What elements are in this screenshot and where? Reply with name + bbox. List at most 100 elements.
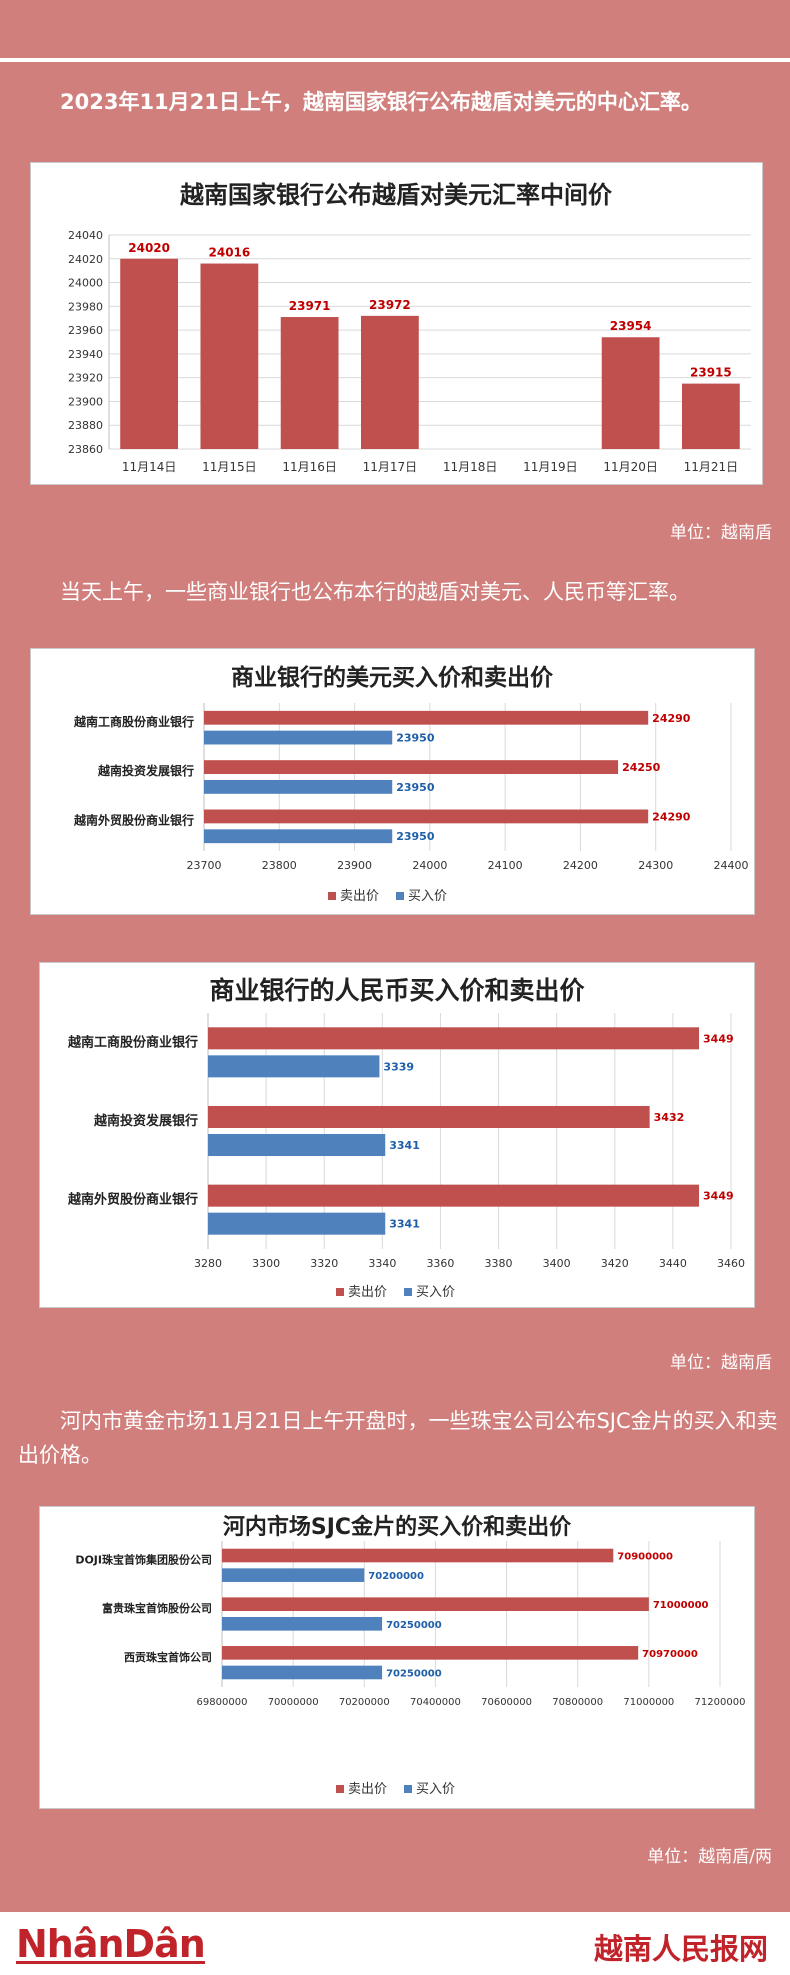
bar <box>681 383 740 449</box>
buy-bar <box>222 1617 383 1631</box>
data-label: 71000000 <box>653 1600 709 1611</box>
chart-gold-prices: 河内市场SJC金片的买入价和卖出价 69800000 70000000 7020000… <box>75 1514 746 1797</box>
sell-bar <box>204 760 619 774</box>
bar <box>360 315 419 449</box>
x-tick-label: 70200000 <box>339 1697 390 1708</box>
sell-bar <box>222 1646 639 1660</box>
category-label: 越南投资发展银行 <box>93 1113 198 1129</box>
legend-label: 卖出价 <box>340 889 379 904</box>
category-label: 越南投资发展银行 <box>97 763 194 778</box>
bar <box>200 263 259 449</box>
x-tick-label: 3280 <box>194 1257 222 1270</box>
intro-paragraph-1: 2023年11月21日上午，越南国家银行公布越盾对美元的中心汇率。 <box>60 90 702 114</box>
data-label: 24290 <box>652 810 691 823</box>
sell-bar <box>222 1597 649 1611</box>
buy-bar <box>208 1055 380 1078</box>
data-label: 70200000 <box>368 1571 424 1582</box>
chart-panel-2: 商业银行的美元买入价和卖出价 23700 23800 23900 24000 24100 2… <box>30 648 755 915</box>
category-label: 西贡珠宝首饰公司 <box>124 1650 212 1664</box>
chart-central-rate: 越南国家银行公布越盾对美元汇率中间价 23860 23880 23900 23920 23… <box>68 180 751 474</box>
buy-bar <box>222 1568 365 1582</box>
x-tick-label: 3380 <box>485 1257 513 1270</box>
bar <box>120 258 179 449</box>
x-tick-label: 70600000 <box>481 1697 532 1708</box>
sell-bar <box>208 1027 700 1050</box>
sell-bar <box>208 1105 650 1128</box>
unit-label-2: 单位：越南盾 <box>670 1353 772 1373</box>
x-tick-label: 3420 <box>601 1257 629 1270</box>
buy-bar <box>208 1134 386 1157</box>
category-label: 富贵珠宝首饰股份公司 <box>102 1601 212 1615</box>
x-tick-label: 3400 <box>543 1257 571 1270</box>
x-tick-label: 71200000 <box>695 1697 746 1708</box>
category-label: 越南外贸股份商业银行 <box>73 812 194 827</box>
legend-swatch <box>396 892 404 900</box>
data-label: 23950 <box>396 830 435 843</box>
legend-swatch <box>404 1288 412 1296</box>
x-tick-label: 24100 <box>488 859 523 872</box>
x-tick-label: 3340 <box>368 1257 396 1270</box>
nhandan-logo-text: NhânDân <box>16 1922 206 1966</box>
x-tick-label: 24200 <box>563 859 598 872</box>
legend-label: 买入价 <box>408 889 447 904</box>
unit-label-1: 单位：越南盾 <box>670 523 772 543</box>
data-label: 23972 <box>369 298 411 312</box>
x-tick-label: 23800 <box>262 859 297 872</box>
data-label: 3432 <box>654 1111 685 1124</box>
logo-underline <box>16 1961 205 1964</box>
x-tick-label: 11月19日 <box>523 460 578 474</box>
buy-bar <box>204 730 393 745</box>
data-label: 23971 <box>289 299 331 313</box>
legend-swatch <box>328 892 336 900</box>
category-label: 越南外贸股份商业银行 <box>67 1192 198 1208</box>
data-label: 70250000 <box>386 1668 442 1679</box>
x-tick-label: 11月18日 <box>443 460 498 474</box>
data-label: 24020 <box>128 241 170 255</box>
chart-title: 河内市场SJC金片的买入价和卖出价 <box>223 1514 572 1540</box>
data-label: 3341 <box>389 1218 420 1231</box>
chart-panel-4: 河内市场SJC金片的买入价和卖出价 69800000 70000000 7020000… <box>39 1506 755 1809</box>
chart-panel-1: 越南国家银行公布越盾对美元汇率中间价 23860 23880 23900 23920 23… <box>30 162 763 485</box>
bar <box>280 317 339 449</box>
data-label: 70250000 <box>386 1620 442 1631</box>
x-tick-label: 24300 <box>638 859 673 872</box>
data-label: 23915 <box>690 366 732 380</box>
nhandan-logo[interactable]: NhânDân <box>16 1922 206 1966</box>
x-tick-label: 3320 <box>310 1257 338 1270</box>
legend-swatch <box>336 1785 344 1793</box>
x-tick-label: 11月17日 <box>363 460 418 474</box>
data-label: 23954 <box>610 319 652 333</box>
x-tick-label: 11月14日 <box>122 460 177 474</box>
data-label: 24290 <box>652 712 691 725</box>
legend-label: 卖出价 <box>348 1782 387 1797</box>
legend-label: 买入价 <box>416 1285 455 1300</box>
y-tick-label: 23880 <box>68 419 103 432</box>
chart-title: 越南国家银行公布越盾对美元汇率中间价 <box>180 180 613 209</box>
y-tick-label: 23860 <box>68 443 103 456</box>
sell-bar <box>204 710 649 725</box>
data-label: 3449 <box>703 1190 734 1203</box>
data-label: 3449 <box>703 1032 734 1045</box>
x-tick-label: 11月16日 <box>282 460 337 474</box>
data-label: 23950 <box>396 781 435 794</box>
x-tick-label: 11月21日 <box>684 460 739 474</box>
chart-title: 商业银行的美元买入价和卖出价 <box>231 664 554 691</box>
data-label: 3339 <box>383 1060 414 1073</box>
top-divider <box>0 58 790 62</box>
site-name: 越南人民报网 <box>593 1932 768 1966</box>
x-tick-label: 70000000 <box>268 1697 319 1708</box>
data-label: 70970000 <box>642 1649 698 1660</box>
y-tick-label: 23920 <box>68 372 103 385</box>
y-tick-label: 23980 <box>68 300 103 313</box>
x-tick-label: 3440 <box>659 1257 687 1270</box>
x-tick-label: 71000000 <box>623 1697 674 1708</box>
y-tick-label: 23940 <box>68 348 103 361</box>
x-tick-label: 24400 <box>714 859 749 872</box>
footer: NhânDân 越南人民报网 <box>0 1912 790 1975</box>
sell-bar <box>204 809 649 824</box>
x-tick-label: 70800000 <box>552 1697 603 1708</box>
y-tick-label: 24020 <box>68 253 103 266</box>
intro-paragraph-2: 当天上午，一些商业银行也公布本行的越盾对美元、人民币等汇率。 <box>60 580 690 604</box>
data-label: 24016 <box>209 246 251 260</box>
x-tick-label: 11月15日 <box>202 460 257 474</box>
